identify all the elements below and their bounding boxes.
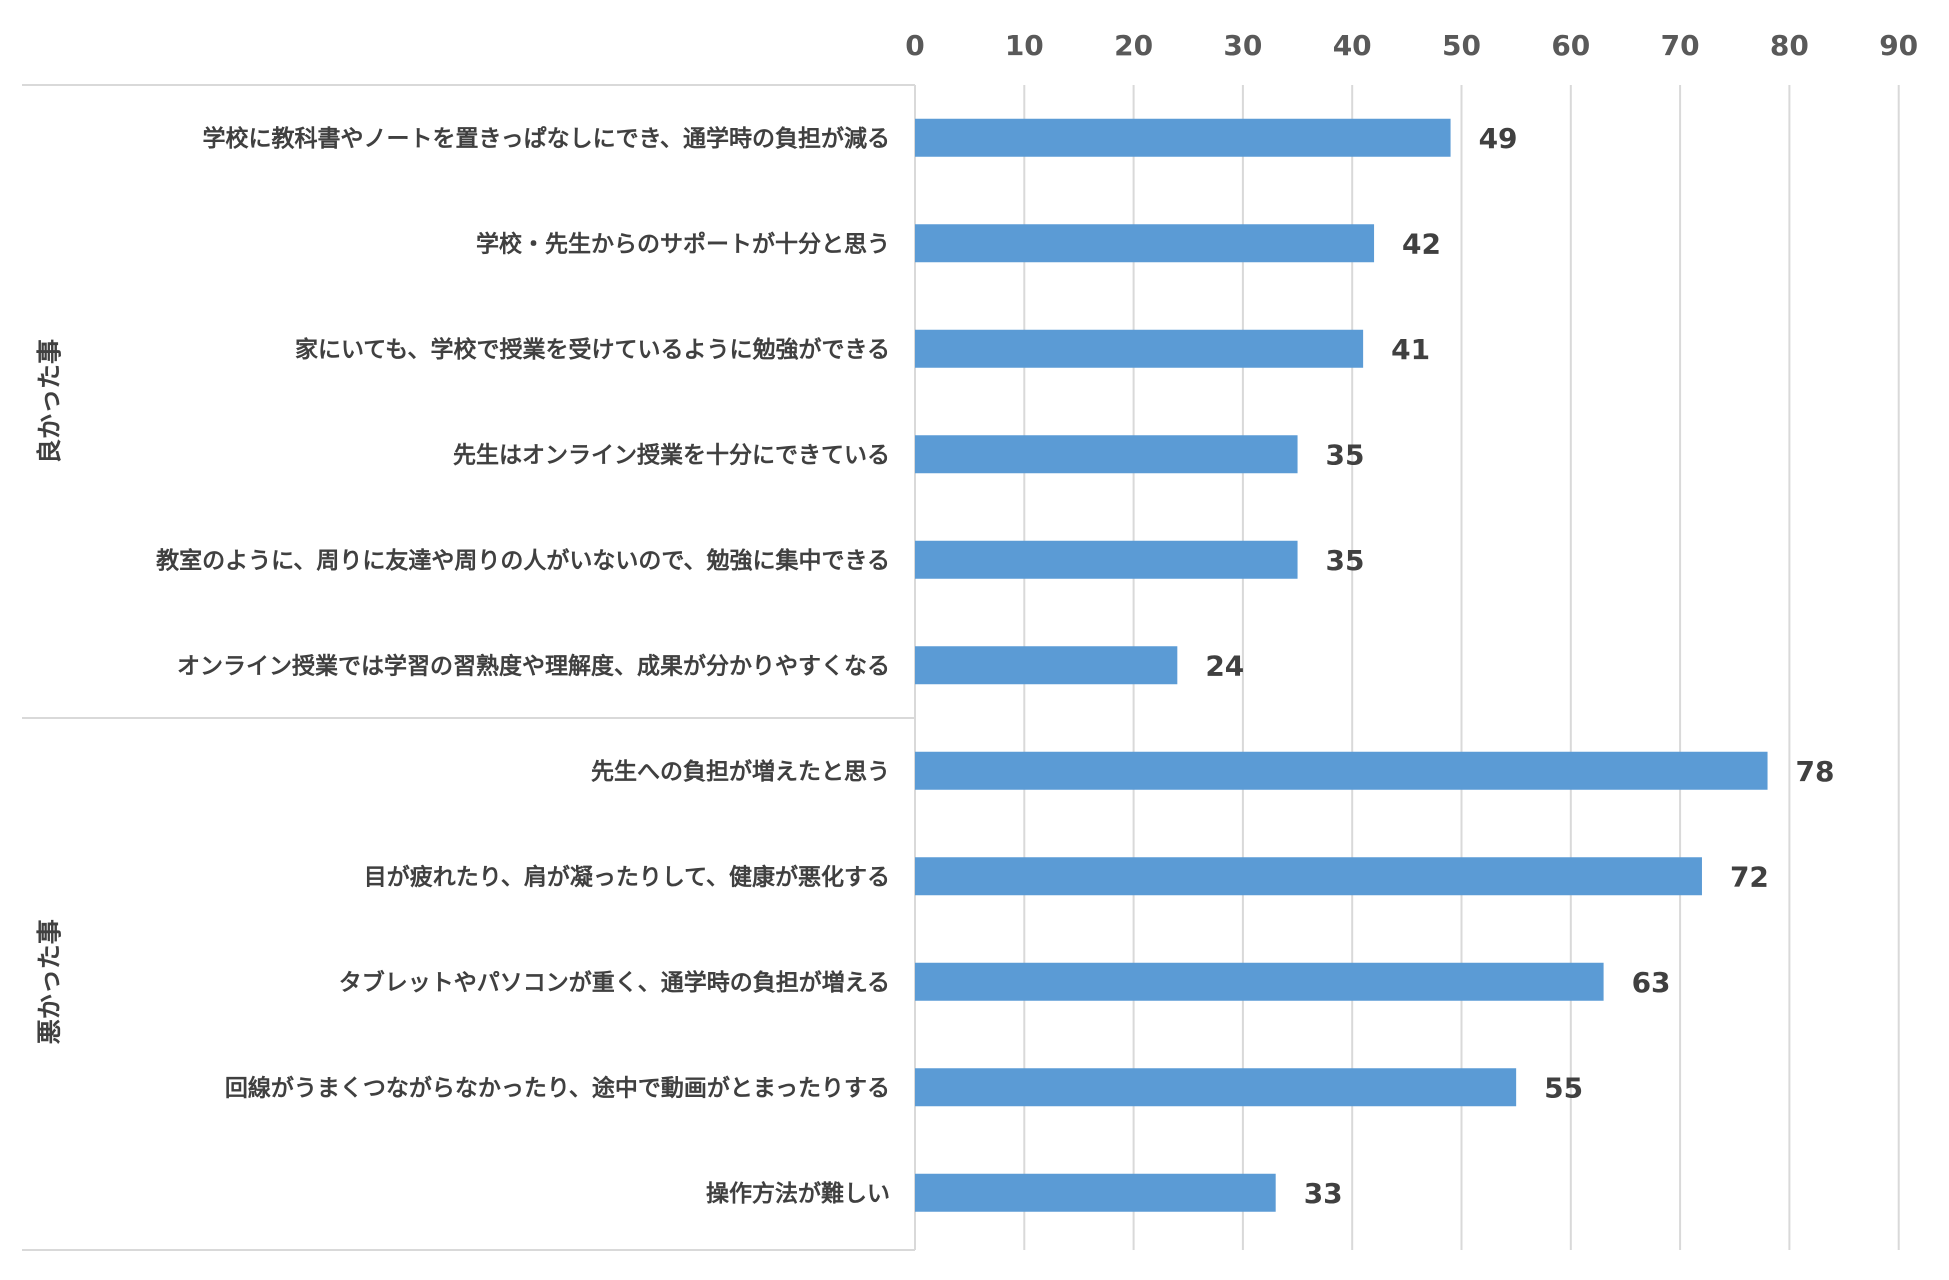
data-label: 55 — [1544, 1071, 1583, 1104]
group-label: 良かった事 — [35, 339, 64, 464]
category-label: 先生はオンライン授業を十分にできている — [453, 441, 890, 468]
data-label: 78 — [1796, 755, 1835, 788]
x-tick-label: 30 — [1223, 29, 1262, 62]
bar — [915, 1068, 1517, 1107]
category-label: 操作方法が難しい — [706, 1180, 890, 1207]
data-label: 35 — [1326, 544, 1365, 577]
x-tick-label: 90 — [1879, 29, 1918, 62]
bar — [915, 857, 1702, 896]
bar — [915, 224, 1375, 263]
bar — [915, 1173, 1276, 1212]
bar — [915, 329, 1364, 368]
gridlines — [1023, 85, 1900, 1250]
category-label: 回線がうまくつながらなかったり、途中で動画がとまったりする — [225, 1074, 890, 1101]
bar — [915, 646, 1178, 685]
group-label: 悪かった事 — [35, 919, 64, 1044]
x-tick-label: 0 — [905, 29, 924, 62]
bar — [915, 751, 1768, 790]
category-label: 目が疲れたり、肩が凝ったりして、健康が悪化する — [364, 863, 890, 890]
bar — [915, 962, 1604, 1001]
x-tick-label: 70 — [1661, 29, 1700, 62]
x-axis-ticks: 0 10 20 30 40 50 60 70 80 90 — [905, 29, 1918, 62]
category-labels: 学校に教科書やノートを置きっぱなしにでき、通学時の負担が減る学校・先生からのサポ… — [156, 125, 890, 1207]
x-tick-label: 60 — [1551, 29, 1590, 62]
data-label: 72 — [1730, 860, 1769, 893]
bar — [915, 118, 1451, 157]
category-label: タブレットやパソコンが重く、通学時の負担が増える — [339, 969, 890, 996]
data-label: 35 — [1326, 438, 1365, 471]
x-tick-label: 80 — [1770, 29, 1809, 62]
data-label: 49 — [1479, 122, 1518, 155]
value-labels: 49 42 41 35 35 24 78 72 63 55 33 — [1205, 122, 1834, 1210]
x-tick-label: 10 — [1005, 29, 1044, 62]
category-label: 先生への負担が増えたと思う — [591, 758, 890, 785]
data-label: 33 — [1304, 1177, 1343, 1210]
data-label: 24 — [1205, 649, 1244, 682]
x-tick-label: 40 — [1333, 29, 1372, 62]
bar — [915, 435, 1298, 474]
category-label: 学校に教科書やノートを置きっぱなしにでき、通学時の負担が減る — [203, 125, 890, 152]
category-label: 家にいても、学校で授業を受けているように勉強ができる — [295, 336, 890, 363]
data-label: 63 — [1632, 966, 1671, 999]
x-tick-label: 50 — [1442, 29, 1481, 62]
bars — [915, 118, 1768, 1212]
axes — [22, 84, 916, 1251]
data-label: 42 — [1402, 227, 1441, 260]
category-label: オンライン授業では学習の習熟度や理解度、成果が分かりやすくなる — [177, 652, 890, 679]
x-tick-label: 20 — [1114, 29, 1153, 62]
category-label: 学校・先生からのサポートが十分と思う — [476, 230, 890, 257]
data-label: 41 — [1391, 333, 1430, 366]
category-label: 教室のように、周りに友達や周りの人がいないので、勉強に集中できる — [156, 547, 890, 574]
bar — [915, 540, 1298, 579]
